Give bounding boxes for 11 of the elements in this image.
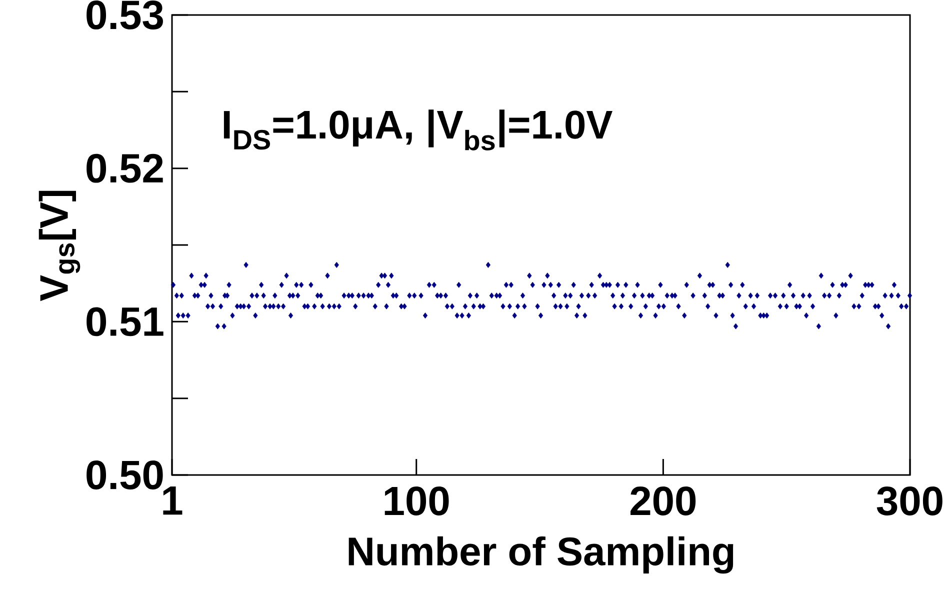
y-tick-label: 0.50 [86, 460, 163, 490]
x-tick-label: 1 [163, 486, 182, 515]
x-tick-label: 300 [876, 486, 942, 516]
y-tick-label: 0.53 [86, 0, 163, 30]
x-axis-title: Number of Sampling [348, 536, 734, 574]
y-axis-title: V$_{gs}$[V] [38, 190, 80, 302]
x-tick-label: 100 [384, 486, 449, 516]
y-tick-label: 0.52 [86, 154, 163, 183]
y-tick-label: 0.51 [86, 307, 164, 336]
annotation: I$_{DS}$=1.0μA, |V$_{bs}$|=1.0V [224, 110, 612, 150]
x-tick-label: 200 [630, 486, 696, 516]
